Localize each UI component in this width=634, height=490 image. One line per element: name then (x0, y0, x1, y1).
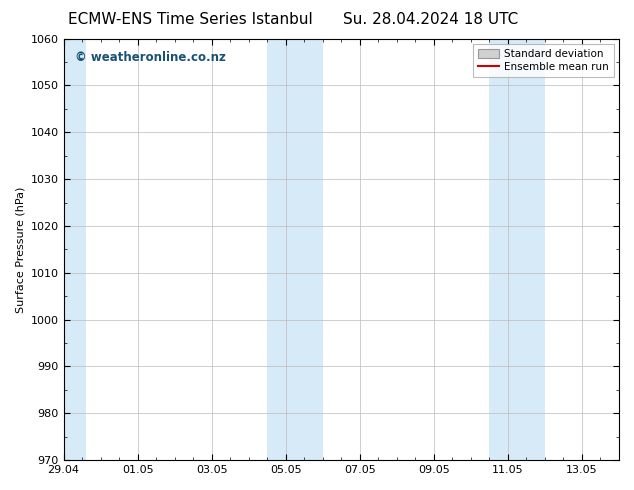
Bar (60, 39, 86, 460)
Text: Su. 28.04.2024 18 UTC: Su. 28.04.2024 18 UTC (344, 12, 519, 27)
Bar (267, 39, 323, 460)
Text: ECMW-ENS Time Series Istanbul: ECMW-ENS Time Series Istanbul (68, 12, 313, 27)
Text: © weatheronline.co.nz: © weatheronline.co.nz (75, 51, 226, 64)
Legend: Standard deviation, Ensemble mean run: Standard deviation, Ensemble mean run (472, 44, 614, 77)
Y-axis label: Surface Pressure (hPa): Surface Pressure (hPa) (15, 186, 25, 313)
Bar (489, 39, 545, 460)
